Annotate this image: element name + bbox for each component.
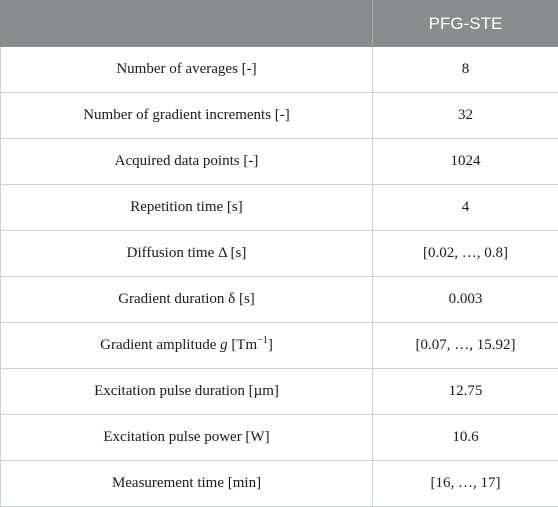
parameter-cell: Excitation pulse power [W] [0, 414, 373, 461]
table-row: Number of gradient increments [-] 32 [0, 92, 558, 139]
parameter-cell: Measurement time [min] [0, 460, 373, 507]
table-row: Excitation pulse duration [µm] 12.75 [0, 368, 558, 415]
table-row: Measurement time [min] [16, …, 17] [0, 460, 558, 507]
parameter-cell: Gradient duration δ [s] [0, 276, 373, 323]
table-row: Gradient duration δ [s] 0.003 [0, 276, 558, 323]
table-row: Repetition time [s] 4 [0, 184, 558, 231]
value-cell: 0.003 [372, 276, 558, 323]
table-header-row: PFG-STE [0, 0, 558, 47]
header-cell-pfg-ste: PFG-STE [372, 0, 558, 47]
parameter-cell: Diffusion time Δ [s] [0, 230, 373, 277]
table-row: Number of averages [-] 8 [0, 46, 558, 93]
table-row: Gradient amplitude g [Tm−1] [0.07, …, 15… [0, 322, 558, 369]
parameter-prefix: Gradient amplitude [100, 337, 221, 353]
value-cell: [0.07, …, 15.92] [372, 322, 558, 369]
value-cell: 12.75 [372, 368, 558, 415]
parameter-cell: Number of gradient increments [-] [0, 92, 373, 139]
parameter-cell: Acquired data points [-] [0, 138, 373, 185]
parameter-cell: Gradient amplitude g [Tm−1] [0, 322, 373, 369]
value-cell: [16, …, 17] [372, 460, 558, 507]
parameter-unit-exponent: −1 [257, 335, 268, 346]
value-cell: 1024 [372, 138, 558, 185]
value-cell: 32 [372, 92, 558, 139]
parameter-cell: Repetition time [s] [0, 184, 373, 231]
value-cell: 4 [372, 184, 558, 231]
table-row: Diffusion time Δ [s] [0.02, …, 0.8] [0, 230, 558, 277]
table-row: Excitation pulse power [W] 10.6 [0, 414, 558, 461]
parameter-suffix: ] [267, 337, 273, 353]
value-cell: 10.6 [372, 414, 558, 461]
parameter-cell: Number of averages [-] [0, 46, 373, 93]
value-cell: 8 [372, 46, 558, 93]
value-cell: [0.02, …, 0.8] [372, 230, 558, 277]
parameter-unit: [Tm [227, 337, 258, 353]
header-cell-parameter [0, 0, 373, 47]
table-row: Acquired data points [-] 1024 [0, 138, 558, 185]
parameter-cell: Excitation pulse duration [µm] [0, 368, 373, 415]
parameter-symbol-g: g [220, 337, 228, 353]
